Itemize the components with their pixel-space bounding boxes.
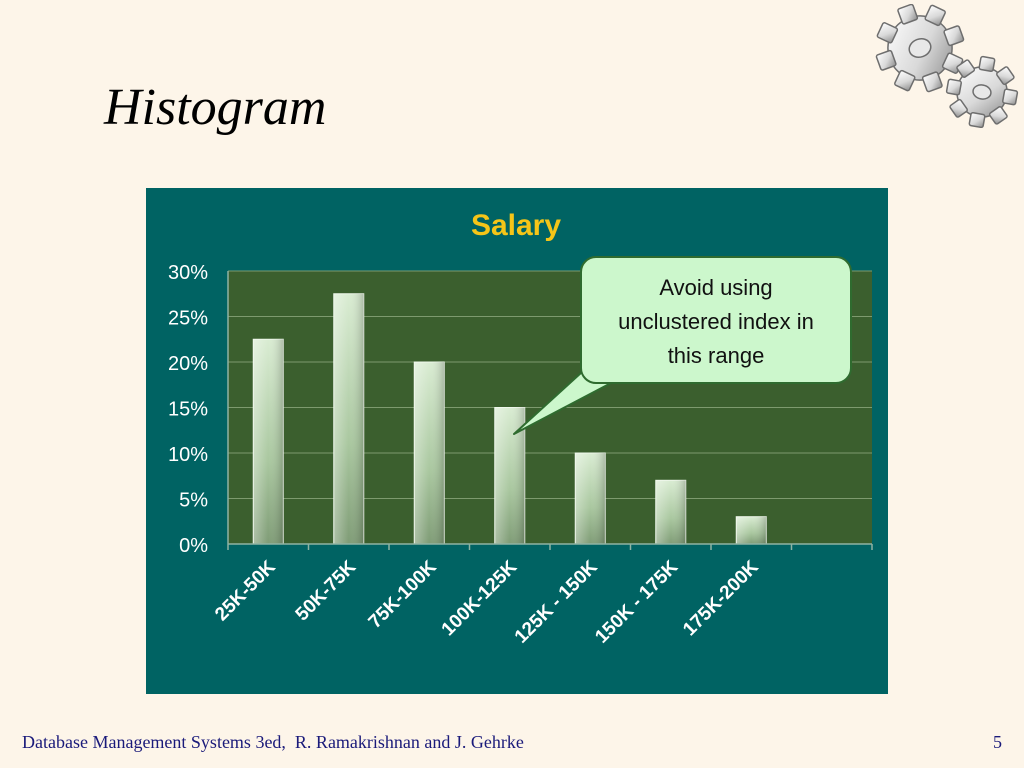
y-tick-label: 25% [168, 308, 208, 330]
x-tick-label: 150K - 175K [591, 556, 682, 647]
callout-note: Avoid using unclustered index in this ra… [580, 256, 852, 384]
chart-title: Salary [471, 209, 561, 242]
y-tick-label: 15% [168, 399, 208, 421]
bar-shade [333, 293, 364, 544]
callout-line: Avoid using [659, 275, 773, 300]
bar-shade [655, 480, 686, 544]
slide-title: Histogram [104, 79, 327, 136]
x-tick-label: 175K-200K [679, 556, 763, 640]
y-tick-label: 5% [179, 490, 208, 512]
y-tick-label: 20% [168, 353, 208, 375]
bar-shade [575, 453, 606, 544]
bar-shade [253, 339, 284, 544]
bars [252, 293, 767, 545]
gears-icon [875, 4, 1019, 128]
y-tick-label: 30% [168, 262, 208, 284]
gear-large-icon [875, 4, 965, 93]
page-number: 5 [993, 732, 1002, 752]
y-tick-label: 10% [168, 444, 208, 466]
bar-shade [414, 362, 445, 544]
gear-small-icon [945, 55, 1019, 128]
bar-shade [736, 516, 767, 544]
callout-line: unclustered index in [618, 309, 814, 334]
x-tick-label: 125K - 150K [511, 556, 602, 647]
x-tick-label: 75K-100K [365, 556, 441, 632]
x-tick-label: 50K-75K [292, 556, 361, 625]
x-tick-label: 25K-50K [211, 556, 280, 625]
y-tick-label: 0% [179, 535, 208, 557]
x-tick-label: 100K-125K [438, 556, 522, 640]
callout-line: this range [667, 343, 765, 368]
footer-citation: Database Management Systems 3ed, R. Rama… [22, 732, 524, 752]
